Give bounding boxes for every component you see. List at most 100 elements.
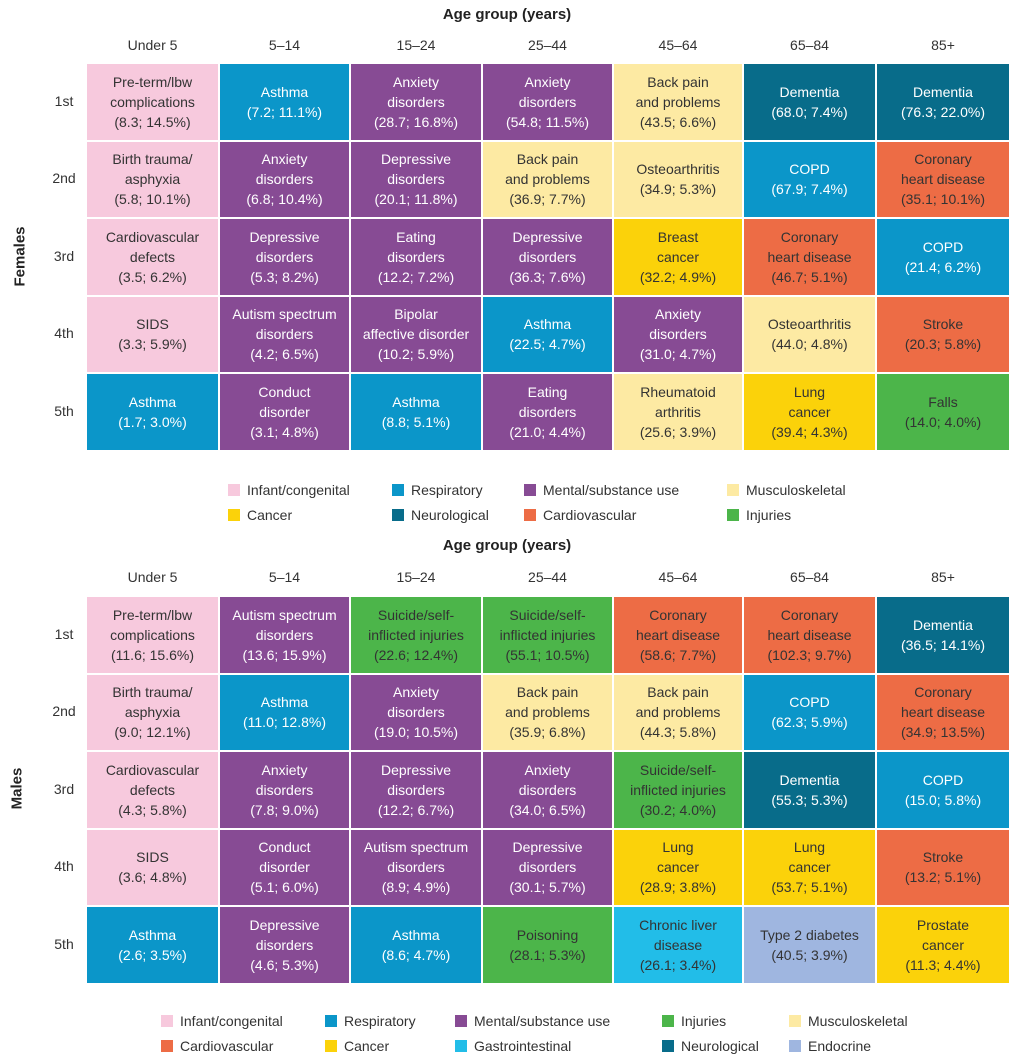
legend-swatch [727,484,739,496]
cell-text: Cardiovascular defects (4.3; 5.8%) [105,761,200,818]
column-header: 85+ [931,569,955,585]
table-cell: Osteoarthritis (34.9; 5.3%) [613,140,743,218]
legend-item: Mental/substance use [524,482,679,498]
table-cell: Pre-term/lbw complications (11.6; 15.6%) [86,596,219,674]
legend-item: Neurological [392,507,489,523]
table-cell: Asthma (8.6; 4.7%) [350,906,482,984]
cell-text: Asthma (8.8; 5.1%) [381,393,451,430]
cell-text: Dementia (76.3; 22.0%) [900,83,986,120]
cell-text: Lung cancer (39.4; 4.3%) [771,383,848,440]
table-cell: Autism spectrum disorders (8.9; 4.9%) [350,828,482,906]
legend-item: Cancer [325,1038,389,1054]
column-header: 25–44 [528,569,567,585]
cell-text: Coronary heart disease (102.3; 9.7%) [767,606,852,663]
cell-text: SIDS (3.3; 5.9%) [118,316,187,353]
cell-text: Anxiety disorders (31.0; 4.7%) [639,306,717,363]
cell-text: Asthma (11.0; 12.8%) [242,694,326,731]
cell-text: COPD (67.9; 7.4%) [771,161,848,198]
table-cell: Pre-term/lbw complications (8.3; 14.5%) [86,63,219,141]
legend-swatch [392,509,404,521]
table-cell: Lung cancer (39.4; 4.3%) [743,373,876,451]
cell-text: Depressive disorders (12.2; 6.7%) [377,761,455,818]
legend-label: Neurological [681,1038,759,1054]
rank-label: 1st [54,92,74,109]
cell-text: Eating disorders (21.0; 4.4%) [509,383,586,440]
table-cell: COPD (67.9; 7.4%) [743,140,876,218]
table-cell: Eating disorders (12.2; 7.2%) [350,218,482,296]
table-cell: Conduct disorder (5.1; 6.0%) [219,828,350,906]
cell-text: Pre-term/lbw complications (11.6; 15.6%) [110,606,195,663]
legend-item: Gastrointestinal [455,1038,571,1054]
legend-label: Cardiovascular [180,1038,274,1054]
legend-item: Mental/substance use [455,1013,610,1029]
table-cell: Asthma (1.7; 3.0%) [86,373,219,451]
cell-text: Depressive disorders (36.3; 7.6%) [509,228,586,285]
cell-text: Anxiety disorders (6.8; 10.4%) [246,151,323,208]
legend-swatch [727,509,739,521]
cell-text: Stroke (20.3; 5.8%) [904,316,982,353]
cell-text: Asthma (8.6; 4.7%) [381,926,451,963]
table-cell: Dementia (76.3; 22.0%) [876,63,1010,141]
table-cell: Dementia (55.3; 5.3%) [743,751,876,829]
cell-text: Suicide/self- inflicted injuries (30.2; … [630,761,726,818]
cell-text: Depressive disorders (30.1; 5.7%) [509,839,586,896]
table-cell: Poisoning (28.1; 5.3%) [482,906,613,984]
cell-text: Autism spectrum disorders (13.6; 15.9%) [232,606,337,663]
legend-item: Respiratory [392,482,483,498]
table-cell: Cardiovascular defects (3.5; 6.2%) [86,218,219,296]
legend-item: Infant/congenital [228,482,350,498]
legend-label: Cardiovascular [543,507,637,523]
cell-text: Back pain and problems (36.9; 7.7%) [505,151,590,208]
table-cell: Depressive disorders (36.3; 7.6%) [482,218,613,296]
table-cell: Depressive disorders (5.3; 8.2%) [219,218,350,296]
legend-label: Infant/congenital [247,482,350,498]
cell-text: Breast cancer (32.2; 4.9%) [639,228,717,285]
cell-text: Conduct disorder (5.1; 6.0%) [250,839,319,896]
cell-text: Depressive disorders (20.1; 11.8%) [374,151,458,208]
table-cell: Depressive disorders (20.1; 11.8%) [350,140,482,218]
cell-text: Back pain and problems (43.5; 6.6%) [635,73,721,130]
column-header: Under 5 [127,569,178,585]
column-header: 65–84 [790,37,829,53]
table-cell: COPD (62.3; 5.9%) [743,673,876,751]
legend-item: Cancer [228,507,292,523]
column-header: 5–14 [268,569,301,585]
cell-text: Osteoarthritis (34.9; 5.3%) [636,161,720,198]
table-cell: Rheumatoid arthritis (25.6; 3.9%) [613,373,743,451]
table-cell: Anxiety disorders (31.0; 4.7%) [613,295,743,373]
rank-label: 5th [54,402,74,419]
cell-text: Coronary heart disease (46.7; 5.1%) [767,228,852,285]
table-cell: Eating disorders (21.0; 4.4%) [482,373,613,451]
table-cell: Osteoarthritis (44.0; 4.8%) [743,295,876,373]
age-group-title: Age group (years) [442,6,572,23]
legend-item: Cardiovascular [161,1038,273,1054]
cell-text: Asthma (2.6; 3.5%) [118,926,187,963]
legend-label: Neurological [411,507,489,523]
legend-swatch [455,1015,467,1027]
table-cell: Anxiety disorders (19.0; 10.5%) [350,673,482,751]
rank-label: 4th [54,325,74,342]
table-cell: Lung cancer (53.7; 5.1%) [743,828,876,906]
legend-label: Injuries [746,507,792,523]
column-header: 15–24 [396,569,436,585]
cell-text: Poisoning (28.1; 5.3%) [509,926,586,963]
column-header: 45–64 [658,37,698,53]
cell-text: Coronary heart disease (34.9; 13.5%) [900,684,986,741]
cell-text: Anxiety disorders (19.0; 10.5%) [373,684,459,741]
cell-text: Lung cancer (28.9; 3.8%) [639,839,717,896]
cell-text: Anxiety disorders (54.8; 11.5%) [505,73,589,130]
table-cell: Depressive disorders (4.6; 5.3%) [219,906,350,984]
table-cell: Coronary heart disease (58.6; 7.7%) [613,596,743,674]
column-header: 65–84 [790,569,829,585]
table-cell: Lung cancer (28.9; 3.8%) [613,828,743,906]
cell-text: Birth trauma/ asphyxia (9.0; 12.1%) [112,684,193,741]
legend-label: Musculoskeletal [808,1013,908,1029]
table-cell: Stroke (13.2; 5.1%) [876,828,1010,906]
cell-text: Anxiety disorders (7.8; 9.0%) [250,761,319,818]
table-cell: Suicide/self- inflicted injuries (22.6; … [350,596,482,674]
cell-text: Dementia (55.3; 5.3%) [771,771,848,808]
cell-text: COPD (15.0; 5.8%) [904,771,982,808]
cell-text: SIDS (3.6; 4.8%) [118,849,187,886]
table-cell: Asthma (7.2; 11.1%) [219,63,350,141]
table-cell: Cardiovascular defects (4.3; 5.8%) [86,751,219,829]
